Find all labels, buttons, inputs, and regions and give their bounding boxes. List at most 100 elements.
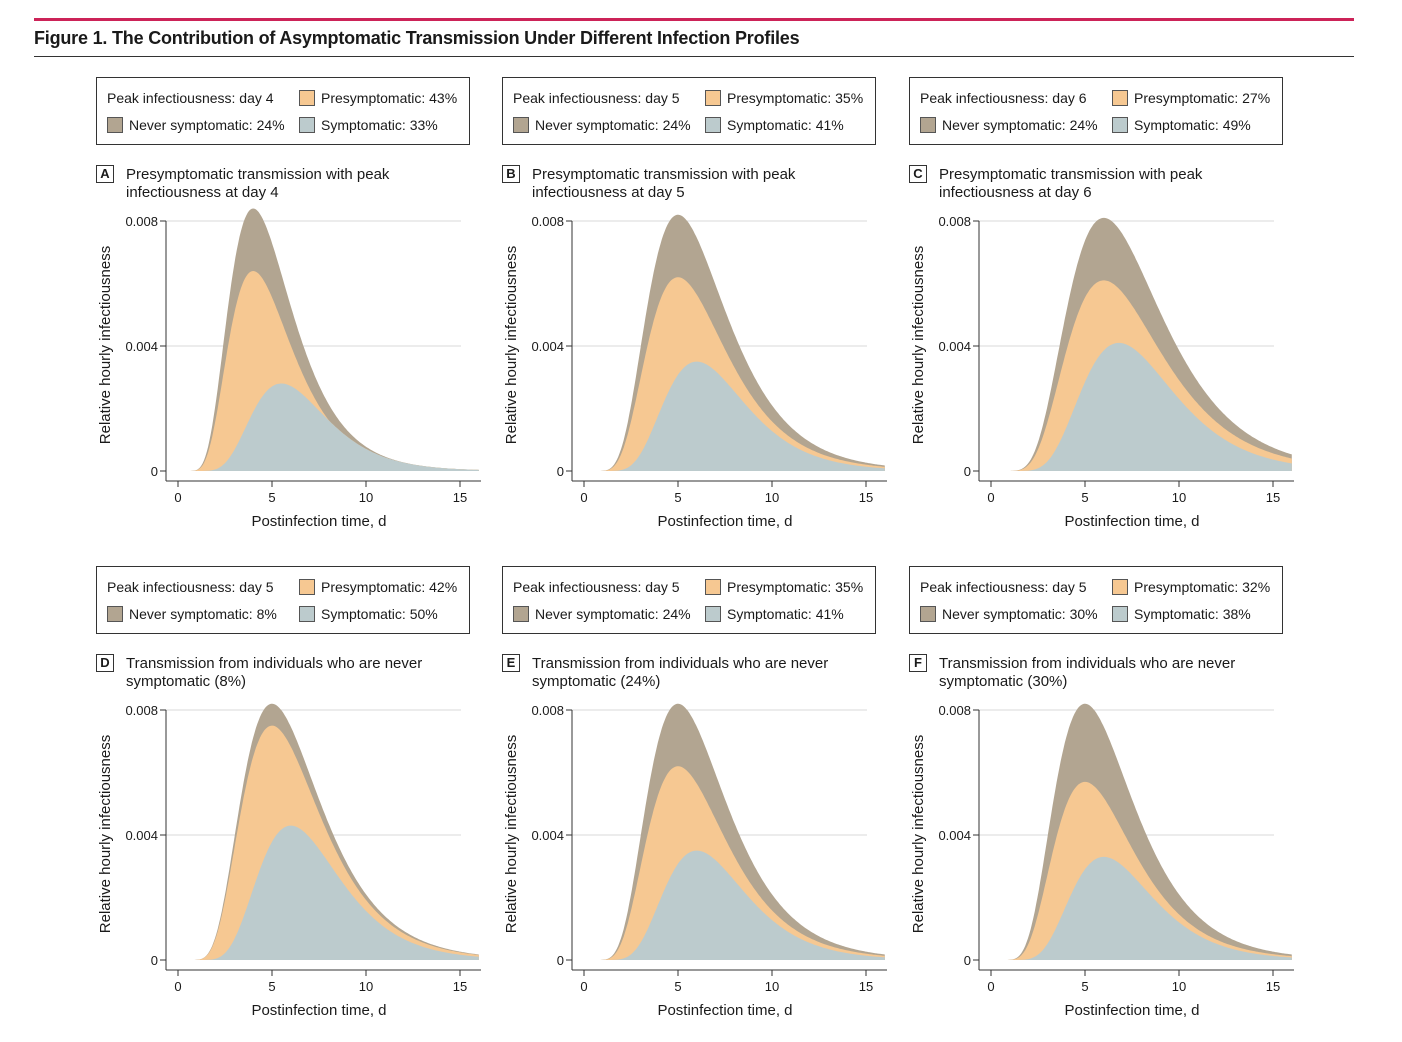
legend-peak: Peak infectiousness: day 5 — [513, 90, 680, 106]
legend-box: Peak infectiousness: day 6 Presymptomatic… — [909, 77, 1283, 145]
legend-never-symptomatic: Never symptomatic: 8% — [107, 606, 277, 622]
x-tick-label: 5 — [1081, 979, 1088, 994]
area-symptomatic — [178, 383, 479, 471]
legend-label: Peak infectiousness: day 5 — [513, 579, 680, 595]
legend-label: Symptomatic: 41% — [727, 606, 844, 622]
legend-symptomatic: Symptomatic: 38% — [1112, 606, 1251, 622]
legend-box: Peak infectiousness: day 5 Presymptomatic… — [502, 77, 876, 145]
legend-swatch — [299, 606, 315, 622]
legend-swatch — [920, 117, 936, 133]
x-tick-label: 0 — [174, 979, 181, 994]
y-axis-label: Relative hourly infectiousness — [503, 246, 520, 444]
panel-letter: F — [909, 654, 927, 672]
panel-letter: C — [909, 165, 927, 183]
panel-a: Peak infectiousness: day 4 Presymptomatic… — [96, 77, 496, 547]
x-axis-label: Postinfection time, d — [1064, 1002, 1199, 1019]
x-tick-label: 0 — [987, 490, 994, 505]
y-tick-label: 0 — [557, 953, 564, 968]
legend-label: Never symptomatic: 30% — [942, 606, 1098, 622]
legend-label: Presymptomatic: 35% — [727, 579, 864, 595]
panel-title: Transmission from individuals who are ne… — [939, 655, 1236, 690]
y-tick-label: 0 — [151, 464, 158, 479]
area-symptomatic — [178, 825, 479, 960]
legend-swatch — [513, 606, 529, 622]
legend-box: Peak infectiousness: day 4 Presymptomatic… — [96, 77, 470, 145]
panel-letter: B — [502, 165, 520, 183]
legend-label: Never symptomatic: 24% — [942, 117, 1098, 133]
x-tick-label: 10 — [359, 979, 373, 994]
x-axis-label: Postinfection time, d — [657, 1002, 792, 1019]
y-tick-label: 0.004 — [938, 828, 971, 843]
y-axis-label: Relative hourly infectiousness — [503, 735, 520, 933]
x-tick-label: 10 — [1172, 490, 1186, 505]
legend-swatch — [513, 117, 529, 133]
x-tick-label: 10 — [359, 490, 373, 505]
y-tick-label: 0.008 — [531, 703, 564, 718]
legend-label: Peak infectiousness: day 5 — [107, 579, 274, 595]
y-tick-label: 0 — [151, 953, 158, 968]
y-tick-label: 0.008 — [125, 703, 158, 718]
x-tick-label: 0 — [987, 979, 994, 994]
accent-bar — [34, 18, 1354, 21]
legend-swatch — [1112, 579, 1128, 595]
legend-label: Presymptomatic: 27% — [1134, 90, 1271, 106]
y-axis-label: Relative hourly infectiousness — [910, 246, 927, 444]
y-tick-label: 0 — [964, 464, 971, 479]
x-tick-label: 15 — [1266, 979, 1280, 994]
x-tick-label: 0 — [580, 490, 587, 505]
x-tick-label: 15 — [859, 490, 873, 505]
legend-never-symptomatic: Never symptomatic: 24% — [513, 117, 691, 133]
legend-swatch — [107, 117, 123, 133]
area-chart: 0 0.004 0.008 0 5 10 15 Postinfection time, d Re… — [503, 214, 887, 530]
legend-swatch — [705, 606, 721, 622]
panel-title: Presymptomatic transmission with peak in… — [939, 166, 1203, 201]
legend-label: Presymptomatic: 35% — [727, 90, 864, 106]
x-tick-label: 5 — [1081, 490, 1088, 505]
legend-swatch — [299, 579, 315, 595]
legend-box: Peak infectiousness: day 5 Presymptomatic… — [502, 566, 876, 634]
legend-label: Peak infectiousness: day 6 — [920, 90, 1087, 106]
legend-label: Peak infectiousness: day 5 — [920, 579, 1087, 595]
panel-letter: D — [96, 654, 114, 672]
legend-label: Presymptomatic: 32% — [1134, 579, 1271, 595]
x-tick-label: 10 — [765, 490, 779, 505]
legend-presymptomatic: Presymptomatic: 35% — [705, 90, 863, 106]
x-tick-label: 15 — [1266, 490, 1280, 505]
panel-d: Peak infectiousness: day 5 Presymptomatic… — [96, 566, 496, 1036]
legend-symptomatic: Symptomatic: 50% — [299, 606, 438, 622]
panel-title: Presymptomatic transmission with peak in… — [126, 166, 390, 201]
legend-label: Never symptomatic: 24% — [535, 606, 691, 622]
legend-symptomatic: Symptomatic: 41% — [705, 606, 844, 622]
area-symptomatic — [991, 856, 1292, 960]
x-tick-label: 10 — [1172, 979, 1186, 994]
y-axis-label: Relative hourly infectiousness — [97, 735, 114, 933]
legend-label: Never symptomatic: 24% — [535, 117, 691, 133]
area-chart: 0 0.004 0.008 0 5 10 15 Postinfection time, d Re… — [97, 208, 481, 530]
legend-peak: Peak infectiousness: day 5 — [920, 579, 1087, 595]
x-axis-label: Postinfection time, d — [251, 513, 386, 530]
figure-title: Figure 1. The Contribution of Asymptomat… — [34, 28, 800, 48]
legend-swatch — [107, 606, 123, 622]
y-axis-label: Relative hourly infectiousness — [910, 735, 927, 933]
x-tick-label: 0 — [580, 979, 587, 994]
legend-label: Symptomatic: 49% — [1134, 117, 1251, 133]
legend-never-symptomatic: Never symptomatic: 24% — [107, 117, 285, 133]
panel-b: Peak infectiousness: day 5 Presymptomatic… — [502, 77, 902, 547]
y-tick-label: 0.004 — [938, 339, 971, 354]
panel-c: Peak infectiousness: day 6 Presymptomatic… — [909, 77, 1309, 547]
y-tick-label: 0.004 — [125, 828, 158, 843]
title-rule — [34, 56, 1354, 57]
panel-f: Peak infectiousness: day 5 Presymptomatic… — [909, 566, 1309, 1036]
panel-title: Presymptomatic transmission with peak in… — [532, 166, 796, 201]
x-axis-label: Postinfection time, d — [251, 1002, 386, 1019]
area-chart: 0 0.004 0.008 0 5 10 15 Postinfection time, d Re… — [503, 703, 887, 1019]
x-axis-label: Postinfection time, d — [657, 513, 792, 530]
panel-letter: A — [96, 165, 114, 183]
area-chart: 0 0.004 0.008 0 5 10 15 Postinfection time, d Re… — [97, 703, 481, 1019]
y-tick-label: 0.008 — [531, 214, 564, 229]
area-symptomatic — [584, 850, 885, 960]
y-tick-label: 0.004 — [531, 828, 564, 843]
legend-never-symptomatic: Never symptomatic: 24% — [513, 606, 691, 622]
panel-e: Peak infectiousness: day 5 Presymptomatic… — [502, 566, 902, 1036]
legend-swatch — [920, 606, 936, 622]
